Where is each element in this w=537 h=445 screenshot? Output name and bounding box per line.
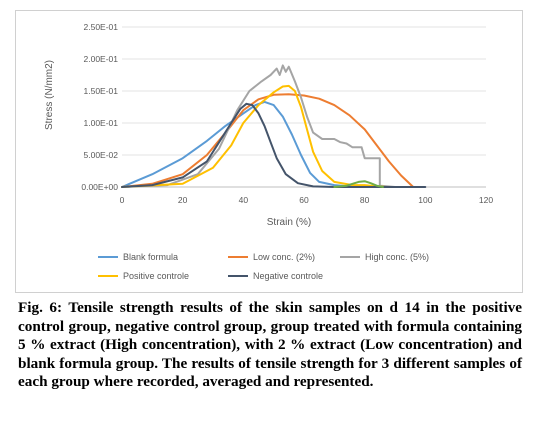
x-tick-label: 100 [418, 195, 432, 205]
x-tick-label: 120 [479, 195, 493, 205]
x-tick-label: 20 [178, 195, 188, 205]
series-line-negative-controle [121, 102, 427, 188]
legend-label: Blank formula [123, 252, 178, 262]
series-line-high-conc-5 [121, 64, 396, 188]
legend-label: Positive controle [123, 271, 189, 281]
figure-caption: Fig. 6: Tensile strength results of the … [18, 299, 522, 391]
x-tick-label: 40 [239, 195, 249, 205]
legend-label: High conc. (5%) [365, 252, 429, 262]
y-tick-label: 1.00E-01 [84, 118, 119, 128]
y-tick-label: 5.00E-02 [84, 150, 119, 160]
chart-frame: 0.00E+00 5.00E-02 1.00E-01 1.50E-01 2.00E-01… [15, 10, 523, 293]
y-tick-label: 0.00E+00 [81, 182, 118, 192]
legend-label: Negative controle [253, 271, 323, 281]
legend-label: Low conc. (2%) [253, 252, 315, 262]
x-tick-label: 80 [360, 195, 370, 205]
y-axis-title: Stress (N/mm2) [44, 60, 55, 130]
series-line-low-conc-2 [121, 93, 415, 188]
x-axis-title: Strain (%) [267, 217, 311, 228]
y-tick-label: 2.50E-01 [84, 22, 119, 32]
series-line-unlabeled [333, 180, 384, 188]
y-tick-label: 1.50E-01 [84, 86, 119, 96]
y-tick-label: 2.00E-01 [84, 54, 119, 64]
series-line-blank-formula [121, 100, 366, 188]
x-tick-label: 0 [120, 195, 125, 205]
chart-svg: 0.00E+00 5.00E-02 1.00E-01 1.50E-01 2.00E-01… [44, 22, 493, 281]
x-tick-label: 60 [299, 195, 309, 205]
series-line-positive-controle [121, 84, 387, 188]
